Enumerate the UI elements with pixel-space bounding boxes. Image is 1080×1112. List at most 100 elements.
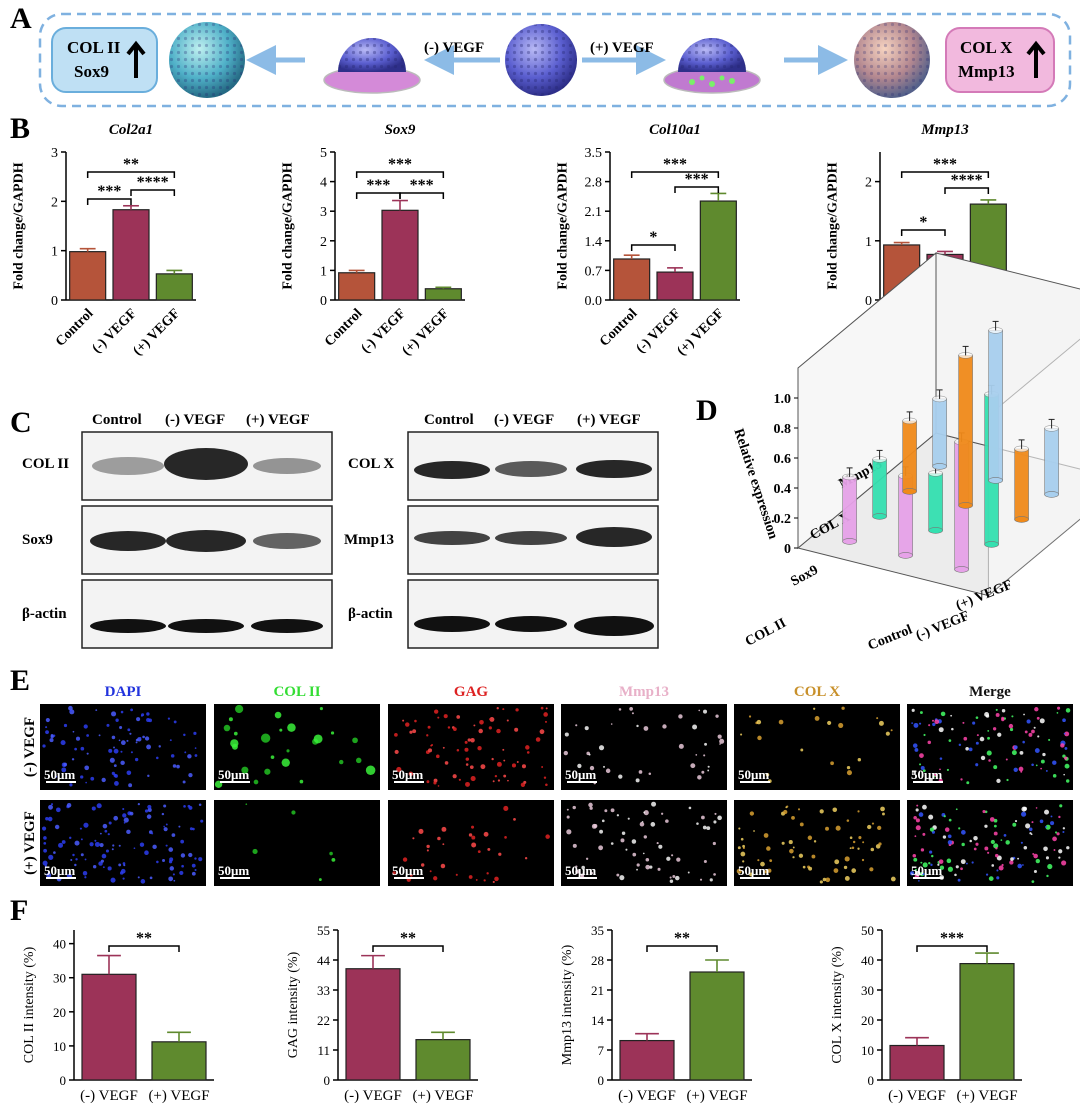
fluorescence-spot [922, 862, 928, 868]
fluorescence-spot [643, 835, 648, 839]
fluorescence-spot [627, 817, 630, 820]
fluorescence-spot [832, 807, 838, 813]
significance-bracket [86, 171, 176, 178]
fluorescence-spot [521, 764, 527, 769]
fluorescence-spot [137, 802, 140, 806]
fluorescence-spot [1065, 708, 1071, 713]
fluorescence-spot [672, 875, 676, 878]
fluorescence-spot [470, 738, 475, 743]
fluorescence-spot [616, 814, 620, 817]
fluorescence-spot [136, 717, 141, 722]
fluorescence-spot [616, 873, 620, 877]
fluorescence-spot [1023, 846, 1028, 850]
fluorescence-spot [603, 765, 606, 768]
fluorescence-spot [789, 848, 794, 854]
fluorescence-spot [122, 862, 126, 865]
fluorescence-spot [911, 722, 914, 724]
fluorescence-spot [426, 844, 430, 849]
fluorescence-spot [507, 779, 509, 782]
fluorescence-spot [662, 724, 667, 729]
fluorescence-spot [948, 818, 952, 822]
y-tick-label: 5 [320, 146, 327, 161]
fluorescence-spot [480, 764, 486, 770]
fluorescence-spot [112, 844, 115, 847]
fluorescence-spot [489, 716, 495, 722]
bar [112, 209, 150, 301]
fluorescence-spot [1062, 718, 1066, 723]
fluorescence-spot [54, 824, 60, 830]
y-tick-label: 1 [320, 264, 327, 279]
fluorescence-spot [857, 847, 860, 850]
fluorescence-spot [170, 754, 175, 758]
fluorescence-spot [329, 851, 333, 856]
fluorescence-spot [1036, 716, 1040, 720]
fluorescence-spot [742, 860, 745, 863]
panel-label-c: C [10, 406, 32, 439]
channel-label: COL II [273, 684, 320, 700]
fluorescence-spot [502, 708, 505, 711]
significance-label: *** [366, 177, 390, 194]
fluorescence-spot [235, 704, 244, 714]
fluorescence-spot [1040, 767, 1043, 770]
fluorescence-spot [1058, 856, 1061, 859]
fluorescence-spot [1039, 819, 1044, 824]
fluorescence-spot [63, 723, 68, 728]
fluorescence-spot [1011, 715, 1014, 718]
y-tick-label: 20 [53, 1005, 66, 1020]
fluorescence-spot [442, 746, 445, 749]
chart-col2-intensity: 0 10 20 30 40 COL II intensity (%) (-) VEGF (+)… [22, 930, 214, 1104]
fluorescence-spot [106, 723, 110, 727]
fluorescence-spot [74, 840, 80, 846]
z-tick-label: 0.2 [774, 512, 792, 527]
fluorescence-spot [737, 846, 741, 850]
fluorescence-spot [975, 842, 979, 846]
fluorescence-spot [437, 716, 440, 719]
fluorescence-spot [89, 842, 94, 847]
fluorescence-spot [1052, 774, 1057, 778]
fluorescence-spot [191, 871, 196, 876]
y-tick-label: 2.1 [585, 205, 603, 220]
fluorescence-spot [757, 735, 762, 741]
fluorescence-spot [180, 839, 185, 844]
fluorescence-spot [742, 844, 745, 848]
fluorescence-spot [1056, 832, 1060, 836]
y-tick-label: 11 [317, 1043, 330, 1058]
fluorescence-spot [442, 843, 445, 846]
fluorescence-spot [452, 774, 457, 779]
y-tick-label: 44 [317, 953, 331, 968]
fluorescence-spot [960, 859, 966, 865]
fluorescence-spot [695, 754, 698, 756]
fluorescence-spot [43, 841, 47, 845]
fluorescence-spot [833, 868, 839, 873]
micrograph [214, 800, 380, 886]
fluorescence-spot [53, 851, 56, 854]
fluorescence-spot [42, 744, 46, 748]
fluorescence-spot [198, 803, 202, 806]
fluorescence-spot [94, 839, 97, 842]
fluorescence-spot [55, 775, 58, 778]
fluorescence-spot [1048, 738, 1051, 741]
y-tick-label: 4 [320, 176, 327, 191]
chart-mmp13-intensity: 0 7 14 21 28 35 Mmp13 intensity (%) (-) VEGF (+)… [560, 923, 752, 1104]
fluorescence-spot [1062, 830, 1065, 834]
fluorescence-spot [928, 862, 931, 865]
fluorescence-spot [443, 714, 448, 719]
fluorescence-spot [661, 812, 664, 815]
fluorescence-spot [122, 813, 127, 818]
cylinder-base [984, 541, 999, 548]
channel-label: COL X [794, 684, 840, 700]
fluorescence-spot [92, 864, 97, 869]
fluorescence-spot [792, 846, 795, 849]
bar [151, 1041, 207, 1081]
fluorescence-spot [1031, 763, 1034, 767]
fluorescence-spot [545, 707, 548, 710]
fluorescence-spot [168, 876, 174, 882]
fluorescence-spot [966, 781, 970, 785]
fluorescence-spot [932, 719, 935, 722]
z-tick-label: 0.6 [774, 452, 792, 467]
fluorescence-spot [961, 842, 965, 847]
fluorescence-spot [971, 861, 974, 864]
fluorescence-spot [756, 719, 762, 725]
fluorescence-spot [139, 842, 145, 847]
